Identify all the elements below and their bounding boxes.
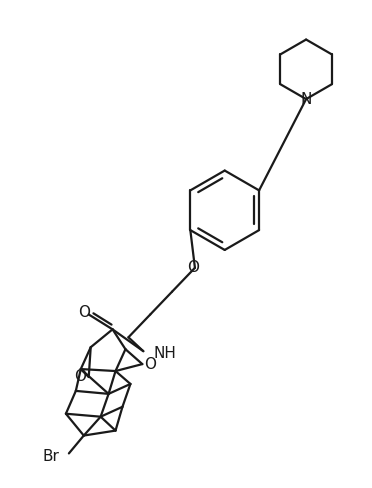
Text: N: N <box>301 92 312 106</box>
Text: Br: Br <box>42 449 59 464</box>
Text: O: O <box>187 260 199 275</box>
Text: NH: NH <box>153 346 176 361</box>
Text: O: O <box>144 357 156 371</box>
Text: O: O <box>74 369 86 385</box>
Text: O: O <box>78 305 90 320</box>
